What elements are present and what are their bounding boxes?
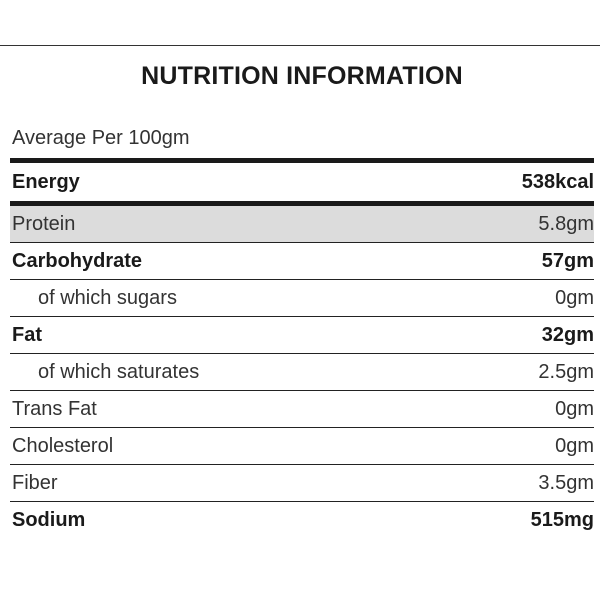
serving-basis-label: Average Per 100gm: [12, 127, 190, 149]
row-label: Cholesterol: [12, 434, 114, 457]
table-row-sugars: of which sugars 0gm: [10, 280, 594, 317]
table-row-carbohydrate: Carbohydrate 57gm: [10, 243, 594, 280]
table-row-cholesterol: Cholesterol 0gm: [10, 428, 594, 465]
row-label: Sodium: [12, 508, 86, 531]
row-value: 0gm: [555, 397, 594, 420]
table-row-trans-fat: Trans Fat 0gm: [10, 391, 594, 428]
table-row-energy: Energy 538kcal: [10, 163, 594, 201]
row-label: Fiber: [12, 471, 58, 494]
table-row-sodium: Sodium 515mg: [10, 502, 594, 538]
row-value: 0gm: [555, 434, 594, 457]
top-divider: [0, 45, 600, 46]
table-row-fat: Fat 32gm: [10, 317, 594, 354]
row-label: of which saturates: [38, 360, 200, 383]
table-row-saturates: of which saturates 2.5gm: [10, 354, 594, 391]
row-label: of which sugars: [38, 286, 177, 309]
nutrition-table: Energy 538kcal Protein 5.8gm Carbohydrat…: [10, 158, 594, 538]
energy-bottom-rule: [10, 201, 594, 206]
page-title: NUTRITION INFORMATION: [141, 62, 463, 90]
row-value: 3.5gm: [538, 471, 594, 494]
table-row-fiber: Fiber 3.5gm: [10, 465, 594, 502]
table-top-rule: [10, 158, 594, 163]
row-value: 0gm: [555, 286, 594, 309]
row-value: 5.8gm: [538, 212, 594, 235]
table-row-protein: Protein 5.8gm: [10, 206, 594, 243]
row-value: 538kcal: [521, 170, 594, 193]
row-label: Fat: [12, 323, 42, 346]
row-label: Carbohydrate: [12, 249, 143, 272]
row-value: 57gm: [541, 249, 594, 272]
row-value: 2.5gm: [538, 360, 594, 383]
row-value: 515mg: [530, 508, 594, 531]
row-label: Trans Fat: [12, 397, 97, 420]
row-value: 32gm: [541, 323, 594, 346]
row-label: Protein: [12, 212, 76, 235]
row-label: Energy: [12, 170, 80, 193]
